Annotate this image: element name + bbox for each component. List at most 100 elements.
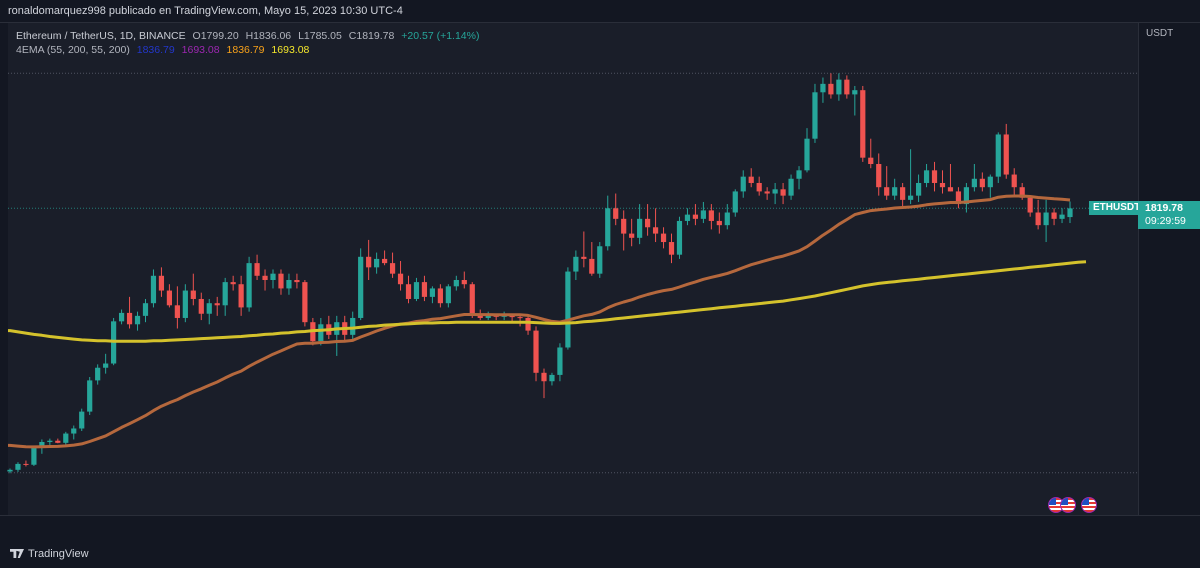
- ema-value-1: 1836.79: [136, 44, 175, 56]
- attribution-text: ronaldomarquez998 publicado en TradingVi…: [8, 5, 403, 17]
- candle-body: [557, 347, 563, 375]
- candle-body: [350, 317, 356, 335]
- footer: TradingView: [0, 541, 1200, 568]
- ema-200-line: [8, 260, 1087, 343]
- candle-body: [381, 258, 388, 264]
- candle-body: [900, 187, 906, 200]
- candle-body: [142, 303, 149, 316]
- candle-body: [1019, 187, 1025, 198]
- candle-body: [947, 187, 954, 192]
- candle-body: [724, 212, 730, 226]
- candle-body: [238, 284, 244, 308]
- candle-body: [676, 220, 683, 255]
- candle-body: [565, 271, 571, 348]
- candle-body: [429, 288, 436, 297]
- candle-body: [389, 263, 396, 274]
- attribution-bar: ronaldomarquez998 publicado en TradingVi…: [0, 0, 1200, 23]
- candle-body: [118, 312, 125, 322]
- candle-body: [453, 280, 459, 287]
- candle-body: [374, 258, 380, 268]
- candle-body: [270, 273, 276, 280]
- candle-body: [509, 315, 515, 318]
- candle-body: [461, 280, 467, 285]
- candle-body: [23, 463, 29, 465]
- candle-body: [748, 176, 754, 183]
- legend-indicator-row[interactable]: 4EMA (55, 200, 55, 200) 1836.79 1693.08 …: [16, 43, 479, 57]
- candle-body: [987, 176, 993, 188]
- legend-indicator-name[interactable]: 4EMA (55, 200, 55, 200): [16, 44, 130, 56]
- candle-body: [358, 256, 364, 318]
- candle-body: [908, 195, 914, 200]
- candle-body: [174, 305, 180, 318]
- legend-symbol-row: Ethereum / TetherUS, 1D, BINANCE O1799.2…: [16, 29, 479, 43]
- candle-body: [573, 256, 579, 272]
- candle-body: [597, 246, 603, 274]
- candle-body: [493, 315, 499, 317]
- candle-body: [820, 83, 826, 93]
- candle-body: [549, 374, 555, 382]
- candle-body: [7, 469, 13, 472]
- candle-body: [246, 263, 252, 308]
- candle-body: [214, 303, 220, 306]
- candle-body: [796, 170, 802, 179]
- candle-body: [15, 463, 21, 470]
- candle-body: [1003, 134, 1009, 175]
- candle-body: [939, 182, 946, 188]
- candle-body: [95, 367, 101, 381]
- last-price: 1819.78: [1145, 202, 1183, 214]
- candle-body: [302, 282, 308, 323]
- brand[interactable]: TradingView: [10, 548, 89, 560]
- candle-body: [708, 210, 714, 221]
- candle-body: [780, 189, 786, 196]
- candle-body: [621, 218, 627, 234]
- candle-body: [222, 282, 228, 306]
- candle-body: [126, 312, 133, 325]
- candle-body: [812, 92, 818, 139]
- candle-body: [844, 79, 850, 95]
- candle-body: [87, 380, 93, 412]
- candle-body: [55, 440, 61, 443]
- candle-body: [700, 210, 706, 219]
- legend-high: H1836.06: [245, 30, 292, 42]
- candle-body: [413, 282, 420, 299]
- ema-value-2: 1693.08: [181, 44, 220, 56]
- last-price-tag: 1819.78 09:29:59: [1138, 201, 1200, 229]
- candle-body: [397, 273, 404, 285]
- brand-name: TradingView: [28, 548, 89, 560]
- candle-body: [71, 428, 77, 434]
- bar-countdown: 09:29:59: [1145, 215, 1186, 227]
- tradingview-logo-icon: [10, 549, 24, 558]
- candle-body: [421, 282, 428, 297]
- candle-body: [652, 227, 659, 234]
- candle-body: [868, 157, 874, 164]
- chart-legend: Ethereum / TetherUS, 1D, BINANCE O1799.2…: [16, 29, 479, 57]
- candle-body: [979, 178, 985, 188]
- candle-body: [501, 315, 507, 317]
- candle-body: [198, 298, 204, 314]
- candle-body: [190, 290, 196, 299]
- ema-value-3: 1836.79: [226, 44, 265, 56]
- candle-body: [1067, 208, 1073, 218]
- us-flag-icon[interactable]: [1081, 497, 1097, 513]
- candle-body: [971, 178, 977, 188]
- candle-body: [405, 284, 412, 299]
- candle-body: [923, 170, 930, 183]
- candle-body: [788, 178, 794, 196]
- candle-body: [589, 258, 595, 274]
- grid-lines: [8, 72, 1138, 474]
- event-markers[interactable]: [1048, 497, 1098, 513]
- candle-body: [103, 363, 109, 368]
- axis-currency-label: USDT: [1146, 28, 1174, 39]
- candle-body: [286, 280, 292, 289]
- candle-body: [294, 280, 300, 283]
- candle-body: [892, 187, 898, 196]
- legend-change: +20.57 (+1.14%): [401, 30, 480, 42]
- chart-panel[interactable]: [8, 23, 1138, 515]
- us-flag-icon[interactable]: [1060, 497, 1076, 513]
- candle-body: [1043, 212, 1049, 226]
- candle-body: [1011, 174, 1017, 188]
- price-axis[interactable]: [1138, 23, 1200, 515]
- ema-lines: [8, 194, 1087, 449]
- time-axis[interactable]: [0, 515, 1200, 541]
